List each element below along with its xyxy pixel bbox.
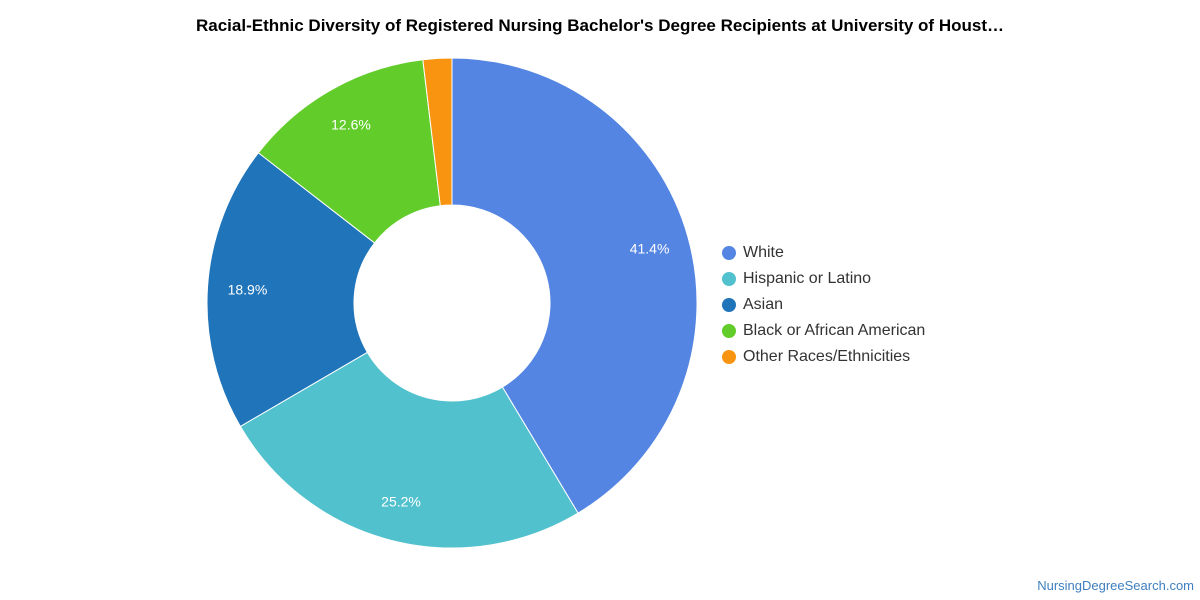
slice-asian[interactable] [206, 152, 376, 428]
legend-swatch-asian [722, 298, 736, 312]
donut-slices [206, 57, 698, 549]
slice-other-races-ethnicities[interactable] [422, 57, 453, 207]
legend-label-black-or-african-american: Black or African American [743, 322, 926, 339]
slice-white[interactable] [451, 57, 698, 514]
slice-label-white: 41.4% [630, 240, 670, 256]
legend-swatch-white [722, 246, 736, 260]
legend-label-other-races-ethnicities: Other Races/Ethnicities [743, 348, 911, 365]
legend-swatch-black-or-african-american [722, 324, 736, 338]
legend-item-asian[interactable]: Asian [722, 292, 925, 318]
legend-label-hispanic-or-latino: Hispanic or Latino [743, 270, 872, 287]
slice-hispanic-or-latino[interactable] [239, 351, 579, 549]
slice-label-asian: 18.9% [228, 281, 268, 297]
slice-label-hispanic-or-latino: 25.2% [381, 494, 421, 510]
legend-item-white[interactable]: White [722, 240, 925, 266]
legend-swatch-hispanic-or-latino [722, 272, 736, 286]
slice-label-black-or-african-american: 12.6% [331, 117, 371, 133]
legend-item-hispanic-or-latino[interactable]: Hispanic or Latino [722, 266, 925, 292]
legend-swatch-other-races-ethnicities [722, 350, 736, 364]
chart-title: Racial-Ethnic Diversity of Registered Nu… [196, 16, 1004, 35]
donut-slice-labels: 41.4% 25.2% 18.9% 12.6% [228, 117, 670, 510]
legend-item-black-or-african-american[interactable]: Black or African American [722, 318, 925, 344]
slice-black-or-african-american[interactable] [257, 59, 441, 244]
legend-item-other-races-ethnicities[interactable]: Other Races/Ethnicities [722, 344, 925, 370]
source-link[interactable]: NursingDegreeSearch.com [1037, 578, 1194, 593]
legend-label-white: White [743, 244, 784, 261]
legend-label-asian: Asian [743, 296, 784, 313]
chart-legend: White Hispanic or Latino Asian Black or … [722, 240, 925, 370]
